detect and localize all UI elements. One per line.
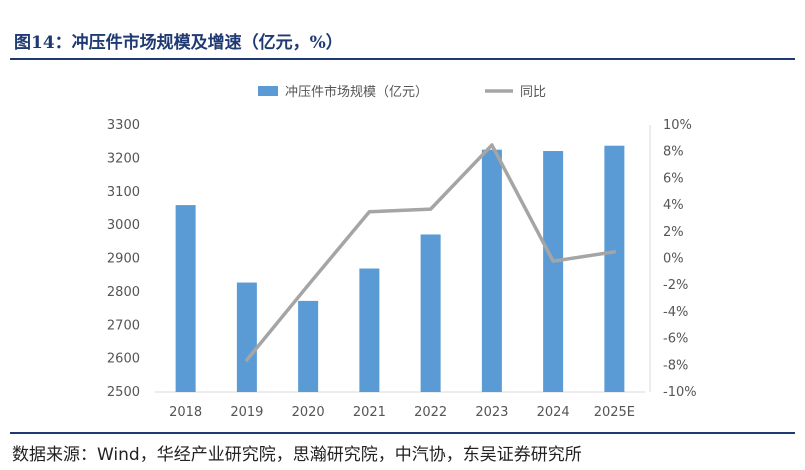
bar-2019 bbox=[236, 282, 257, 392]
line-point-2021 bbox=[367, 210, 371, 214]
y-right-tick-label: 10% bbox=[663, 118, 692, 133]
legend-bar-swatch bbox=[258, 86, 278, 96]
x-tick-label: 2018 bbox=[169, 405, 202, 420]
y-right-tick-label: 2% bbox=[663, 225, 684, 240]
y-right-tick-label: 0% bbox=[663, 252, 684, 267]
y-right-tick-label: -4% bbox=[663, 305, 688, 320]
y-left-tick-label: 3300 bbox=[107, 118, 140, 133]
x-tick-label: 2023 bbox=[475, 405, 508, 420]
y-left-tick-label: 2700 bbox=[107, 318, 140, 333]
bar-2024 bbox=[543, 151, 564, 392]
source-rule bbox=[10, 432, 795, 434]
y-right-tick-label: -2% bbox=[663, 278, 688, 293]
title-rule bbox=[10, 58, 795, 60]
bar-2025E bbox=[604, 145, 625, 392]
x-tick-label: 2019 bbox=[230, 405, 263, 420]
y-right-tick-label: -8% bbox=[663, 358, 688, 373]
bar-2023 bbox=[481, 149, 502, 392]
x-tick-label: 2022 bbox=[414, 405, 447, 420]
x-tick-label: 2025E bbox=[594, 405, 635, 420]
y-left-tick-label: 3000 bbox=[107, 218, 140, 233]
bar-2018 bbox=[175, 205, 196, 392]
legend-bar-label: 冲压件市场规模（亿元） bbox=[285, 84, 428, 100]
y-left-tick-label: 3100 bbox=[107, 185, 140, 200]
bar-2020 bbox=[298, 300, 319, 392]
y-right-tick-label: -10% bbox=[663, 385, 697, 400]
y-left-tick-label: 2800 bbox=[107, 285, 140, 300]
y-right-tick-label: 8% bbox=[663, 145, 684, 160]
line-point-2020 bbox=[306, 283, 310, 287]
y-left-tick-label: 2600 bbox=[107, 352, 140, 367]
line-point-2019 bbox=[245, 358, 249, 362]
figure-title: 图14：冲压件市场规模及增速（亿元，%） bbox=[14, 33, 343, 53]
bar-2022 bbox=[420, 234, 441, 392]
x-tick-label: 2020 bbox=[292, 405, 325, 420]
bar-2021 bbox=[359, 268, 380, 392]
y-right-tick-label: -6% bbox=[663, 332, 688, 347]
y-left-tick-label: 3200 bbox=[107, 151, 140, 166]
y-right-tick-label: 4% bbox=[663, 198, 684, 213]
line-point-2025E bbox=[612, 250, 616, 254]
line-point-2022 bbox=[429, 207, 433, 211]
x-tick-label: 2021 bbox=[353, 405, 386, 420]
y-left-tick-label: 2500 bbox=[107, 385, 140, 400]
y-right-tick-label: 6% bbox=[663, 171, 684, 186]
source-note: 数据来源：Wind，华经产业研究院，思瀚研究院，中汽协，东吴证券研究所 bbox=[12, 445, 582, 465]
line-point-2023 bbox=[490, 143, 494, 147]
legend-line-label: 同比 bbox=[520, 85, 546, 100]
line-point-2024 bbox=[551, 259, 555, 263]
y-left-tick-label: 2900 bbox=[107, 252, 140, 267]
x-tick-label: 2024 bbox=[537, 405, 570, 420]
